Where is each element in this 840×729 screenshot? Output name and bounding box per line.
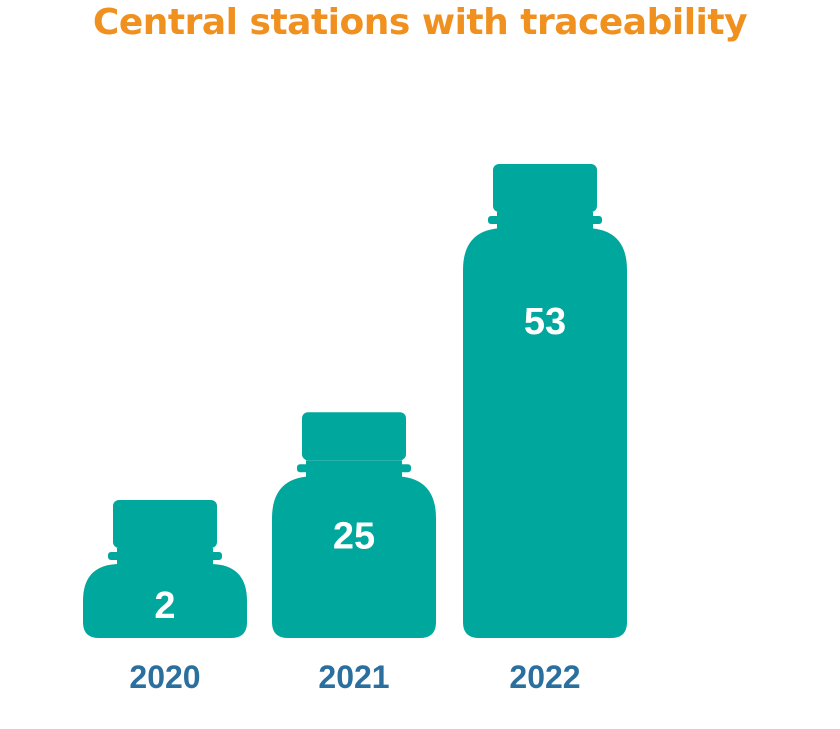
bottle-bar bbox=[83, 500, 247, 638]
bottle-collar bbox=[488, 216, 602, 224]
bottle-bar bbox=[463, 164, 627, 638]
x-tick-label: 2022 bbox=[509, 659, 580, 695]
x-tick-label: 2020 bbox=[129, 659, 200, 695]
data-label: 25 bbox=[333, 515, 375, 557]
bottle-cap bbox=[493, 164, 597, 212]
bottle-body bbox=[83, 564, 247, 638]
bottle-collar bbox=[297, 464, 411, 473]
data-label: 2 bbox=[154, 585, 175, 627]
x-tick-label: 2021 bbox=[318, 659, 389, 695]
bottle-body bbox=[272, 476, 436, 638]
data-label: 53 bbox=[524, 301, 566, 343]
bottle-cap bbox=[113, 500, 217, 548]
bottle-bar bbox=[272, 412, 436, 638]
bottle-collar bbox=[108, 552, 222, 560]
bottle-cap bbox=[302, 412, 406, 461]
chart-title: Central stations with traceability bbox=[92, 2, 748, 43]
bottle-body bbox=[463, 228, 627, 638]
